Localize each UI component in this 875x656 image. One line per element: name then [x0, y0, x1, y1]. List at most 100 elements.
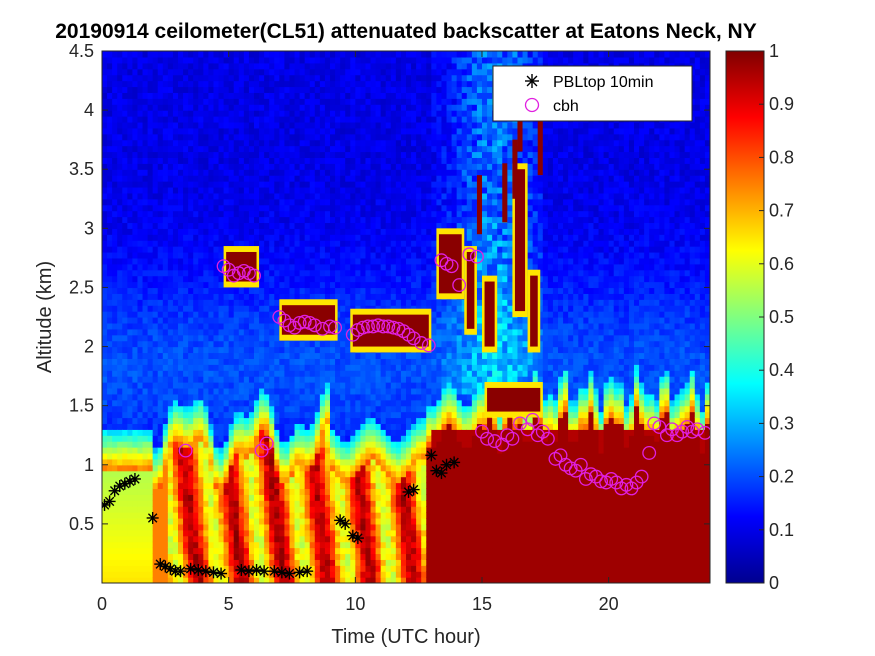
heatmap-cell [335, 110, 341, 117]
heatmap-cell [228, 240, 235, 247]
heatmap-cell [228, 299, 235, 306]
heatmap-cell [264, 577, 270, 583]
heatmap-cell [350, 441, 356, 448]
heatmap-cell [360, 281, 367, 289]
heatmap-cell [107, 62, 113, 70]
heatmap-cell [319, 340, 326, 348]
heatmap-cell [238, 175, 245, 182]
heatmap-cell [137, 452, 144, 460]
heatmap-cell [167, 393, 174, 401]
heatmap-cell [299, 565, 306, 572]
heatmap-cell [152, 186, 159, 194]
heatmap-cell [233, 352, 240, 359]
heatmap-cell [355, 175, 361, 182]
heatmap-cell [279, 163, 285, 170]
heatmap-cell [162, 364, 169, 371]
heatmap-cell [304, 517, 311, 525]
heatmap-cell [259, 405, 265, 413]
heatmap-cell [259, 157, 265, 164]
heatmap-cell [238, 51, 245, 58]
heatmap-cell [335, 80, 341, 88]
heatmap-cell [203, 110, 209, 117]
heatmap-cell [218, 186, 225, 194]
heatmap-cell [213, 68, 220, 76]
heatmap-cell [243, 517, 250, 525]
heatmap-cell [203, 364, 209, 371]
heatmap-cell [330, 275, 336, 283]
heatmap-cell [188, 435, 194, 442]
heatmap-cell [208, 541, 215, 549]
heatmap-cell [264, 494, 270, 501]
heatmap-cell [259, 387, 265, 395]
heatmap-cell [132, 281, 139, 289]
heatmap-cell [319, 571, 326, 578]
heatmap-cell [248, 228, 255, 235]
heatmap-cell [340, 559, 346, 566]
heatmap-cell [203, 411, 209, 419]
heatmap-cell [213, 517, 220, 525]
heatmap-cell [314, 447, 321, 454]
heatmap-cell [294, 441, 301, 448]
heatmap-cell [340, 494, 346, 501]
heatmap-cell [284, 68, 291, 76]
heatmap-cell [365, 500, 372, 507]
heatmap-cell [107, 399, 113, 407]
heatmap-cell [112, 458, 118, 466]
heatmap-cell [370, 553, 377, 560]
heatmap-cell [335, 299, 341, 306]
heatmap-cell [254, 417, 260, 424]
heatmap-cell [309, 287, 316, 294]
heatmap-cell [294, 565, 301, 572]
heatmap-cell [299, 382, 306, 389]
heatmap-cell [350, 547, 356, 555]
heatmap-cell [142, 529, 149, 537]
heatmap-cell [370, 470, 377, 478]
heatmap-cell [137, 240, 144, 247]
heatmap-cell [365, 411, 372, 419]
heatmap-cell [375, 151, 382, 158]
heatmap-cell [213, 56, 220, 64]
heatmap-cell [183, 393, 189, 401]
heatmap-cell [183, 86, 189, 93]
heatmap-cell [218, 482, 225, 490]
heatmap-cell [360, 110, 367, 117]
heatmap-cell [157, 151, 164, 158]
heatmap-cell [122, 62, 128, 70]
heatmap-cell [137, 334, 144, 342]
heatmap-cell [324, 358, 331, 365]
heatmap-cell [264, 364, 270, 371]
heatmap-cell [360, 382, 367, 389]
heatmap-cell [178, 441, 184, 448]
heatmap-cell [294, 204, 301, 212]
heatmap-cell [172, 423, 179, 430]
heatmap-cell [294, 346, 301, 354]
heatmap-cell [304, 577, 311, 583]
heatmap-cell [102, 151, 108, 158]
heatmap-cell [228, 157, 235, 164]
heatmap-cell [147, 80, 154, 88]
heatmap-cell [127, 163, 133, 170]
heatmap-cell [254, 328, 260, 336]
heatmap-cell [335, 506, 341, 513]
heatmap-cell [117, 370, 123, 377]
heatmap-cell [198, 423, 204, 430]
heatmap-cell [335, 246, 341, 253]
heatmap-cell [142, 429, 149, 436]
heatmap-cell [340, 104, 346, 111]
heatmap-cell [147, 500, 154, 507]
heatmap-cell [248, 476, 255, 484]
heatmap-cell [188, 464, 194, 472]
heatmap-cell [132, 163, 139, 170]
heatmap-cell [350, 269, 356, 277]
heatmap-cell [269, 299, 275, 306]
heatmap-cell [188, 139, 194, 147]
heatmap-cell [233, 376, 240, 383]
heatmap-cell [117, 500, 123, 507]
heatmap-cell [279, 506, 285, 513]
heatmap-cell [112, 275, 118, 283]
heatmap-cell [162, 322, 169, 330]
heatmap-cell [112, 116, 118, 123]
heatmap-cell [152, 482, 159, 490]
heatmap-cell [330, 281, 336, 289]
heatmap-cell [112, 547, 118, 555]
